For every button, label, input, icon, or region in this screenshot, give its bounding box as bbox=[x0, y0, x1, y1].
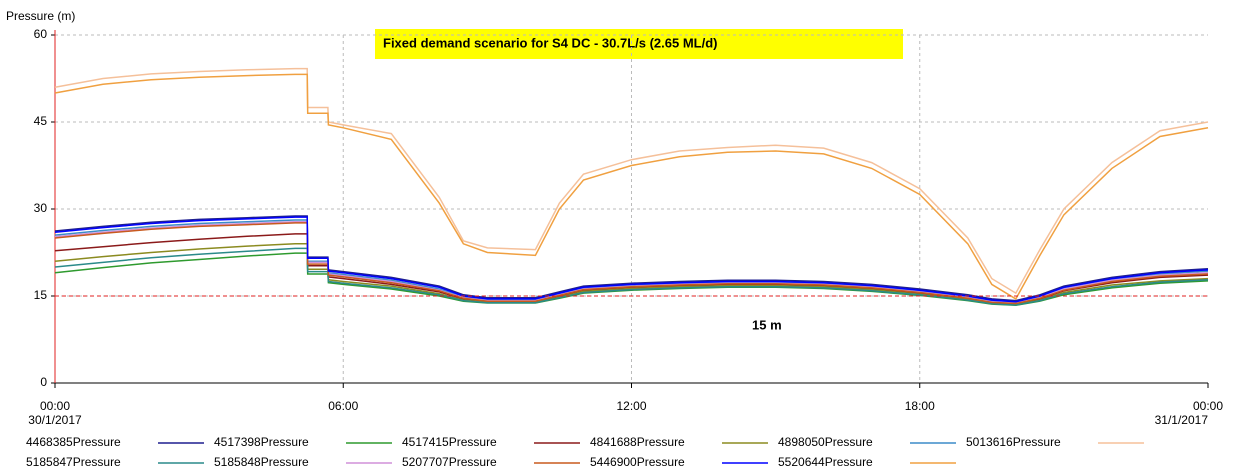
date-label: 30/1/2017 bbox=[28, 413, 82, 427]
x-tick-label: 00:00 bbox=[40, 399, 70, 413]
series-line bbox=[54, 67, 1209, 295]
title-box bbox=[375, 29, 903, 59]
y-tick-label: 60 bbox=[34, 27, 48, 41]
x-tick-label: 18:00 bbox=[905, 399, 935, 413]
legend-label: 4517398Pressure bbox=[214, 435, 309, 449]
date-label: 31/1/2017 bbox=[1155, 413, 1209, 427]
threshold-label: 15 m bbox=[752, 317, 782, 332]
series-line bbox=[54, 215, 1209, 302]
legend-label: 4898050Pressure bbox=[778, 435, 873, 449]
x-tick-label: 00:00 bbox=[1193, 399, 1223, 413]
y-tick-label: 45 bbox=[34, 114, 48, 128]
chart-title: Fixed demand scenario for S4 DC - 30.7L/… bbox=[383, 35, 717, 50]
legend-label: 5185847Pressure bbox=[26, 455, 121, 469]
legend-label: 5013616Pressure bbox=[966, 435, 1061, 449]
series-line bbox=[54, 216, 1209, 303]
x-tick-label: 06:00 bbox=[328, 399, 358, 413]
legend-label: 4841688Pressure bbox=[590, 435, 685, 449]
legend-label: 5185848Pressure bbox=[214, 455, 309, 469]
x-tick-label: 12:00 bbox=[616, 399, 646, 413]
legend-label: 4468385Pressure bbox=[26, 435, 121, 449]
series-line bbox=[54, 247, 1209, 306]
legend-label: 5446900Pressure bbox=[590, 455, 685, 469]
y-tick-label: 30 bbox=[34, 201, 48, 215]
series-line bbox=[54, 222, 1209, 305]
y-tick-label: 15 bbox=[34, 288, 48, 302]
legend-label: 5520644Pressure bbox=[778, 455, 873, 469]
series-line bbox=[54, 73, 1209, 300]
y-tick-label: 0 bbox=[40, 375, 47, 389]
y-axis-label: Pressure (m) bbox=[6, 9, 75, 23]
legend-label: 4517415Pressure bbox=[402, 435, 497, 449]
legend-label: 5207707Pressure bbox=[402, 455, 497, 469]
